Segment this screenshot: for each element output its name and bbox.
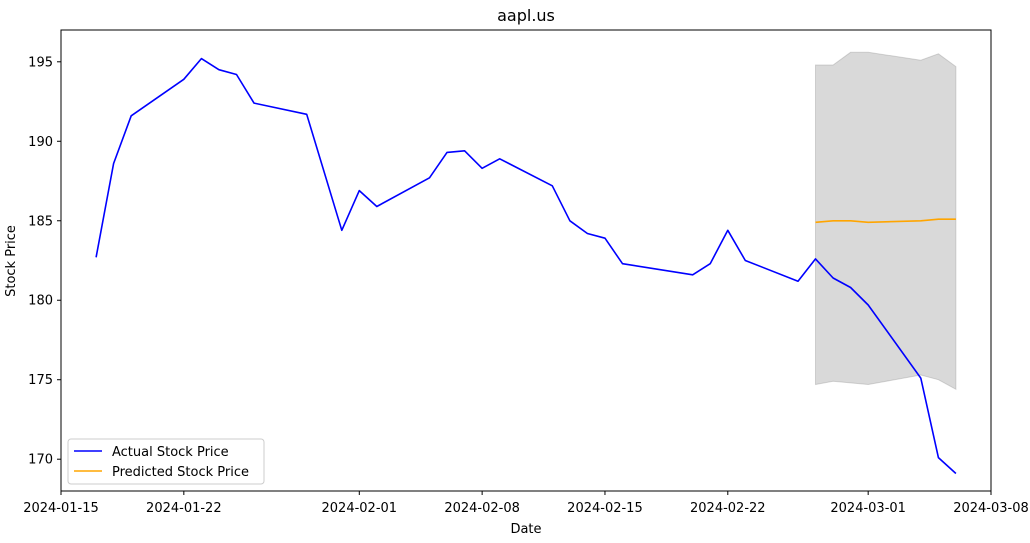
x-axis-ticks: 2024-01-15 2024-01-22 2024-02-01 2024-02-08… xyxy=(23,491,1029,516)
series-line-actual xyxy=(95,57,957,475)
y-tick-label: 175 xyxy=(28,373,53,388)
x-tick-label: 2024-02-01 xyxy=(322,501,398,516)
x-tick-label: 2024-01-15 xyxy=(23,501,99,516)
confidence-band-layer xyxy=(815,51,957,391)
legend-box xyxy=(67,438,265,485)
x-tick-label: 2024-02-08 xyxy=(444,501,520,516)
y-tick-label: 180 xyxy=(28,294,53,309)
y-tick-label: 185 xyxy=(28,214,53,229)
confidence-band xyxy=(815,51,957,391)
x-tick-label: 2024-03-01 xyxy=(830,501,906,516)
chart-title: aapl.us xyxy=(497,6,555,25)
y-tick-label: 190 xyxy=(28,135,53,150)
series-line-predicted xyxy=(815,218,956,224)
series-layer xyxy=(95,57,957,475)
plot-frame xyxy=(60,29,992,492)
legend-label-actual: Actual Stock Price xyxy=(112,445,229,460)
x-axis-title: Date xyxy=(510,522,541,537)
legend-label-predicted: Predicted Stock Price xyxy=(112,465,249,480)
x-tick-label: 2024-02-22 xyxy=(690,501,766,516)
x-tick-label: 2024-01-22 xyxy=(146,501,222,516)
legend: Actual Stock Price Predicted Stock Price xyxy=(67,438,265,485)
y-axis-title: Stock Price xyxy=(4,225,19,297)
y-tick-label: 170 xyxy=(28,453,53,468)
x-tick-label: 2024-03-08 xyxy=(953,501,1029,516)
y-tick-label: 195 xyxy=(28,55,53,70)
y-axis-ticks: 170 175 180 185 190 195 xyxy=(28,55,61,468)
x-tick-label: 2024-02-15 xyxy=(567,501,643,516)
